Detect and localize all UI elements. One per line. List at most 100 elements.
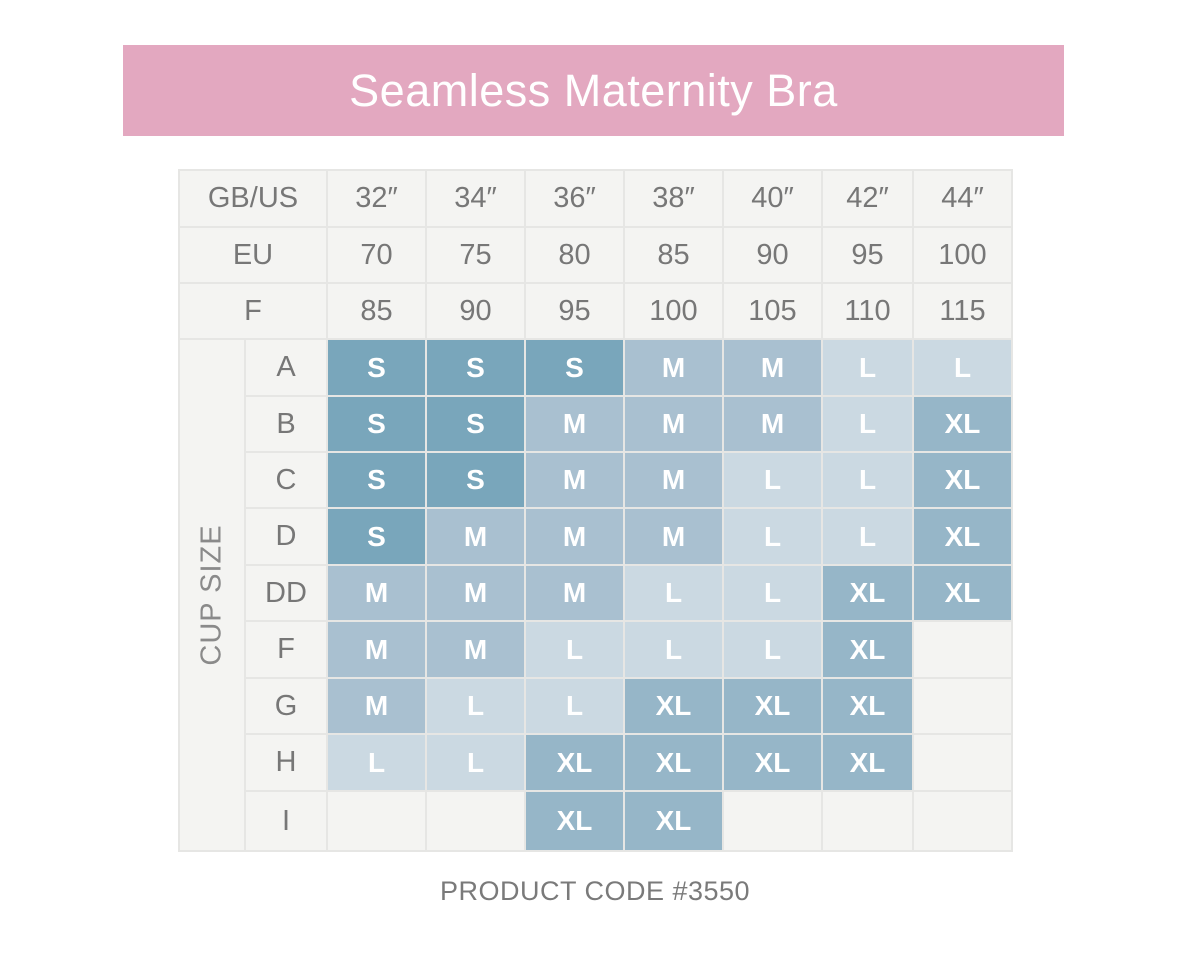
bra-size-cell: XL — [821, 620, 914, 679]
bra-size-cell: M — [326, 677, 427, 735]
empty-size-cell — [425, 790, 526, 852]
band-size-cell: 38″ — [623, 169, 724, 228]
bra-size-cell: XL — [623, 677, 724, 735]
bra-size-cell: XL — [821, 677, 914, 735]
bra-size-cell: S — [524, 338, 625, 397]
bra-size-cell: XL — [821, 564, 914, 622]
cup-letter-cell: G — [244, 677, 328, 735]
bra-size-cell: XL — [722, 733, 823, 792]
band-size-cell: 36″ — [524, 169, 625, 228]
empty-size-cell — [821, 790, 914, 852]
band-size-cell: 90 — [722, 226, 823, 284]
band-size-cell: 105 — [722, 282, 823, 340]
cup-size-label-text: CUP SIZE — [195, 524, 228, 666]
bra-size-cell: S — [425, 451, 526, 509]
bra-size-cell: L — [912, 338, 1013, 397]
cup-letter-cell: A — [244, 338, 328, 397]
bra-size-cell: XL — [912, 395, 1013, 453]
bra-size-cell: S — [326, 507, 427, 566]
bra-size-cell: L — [722, 620, 823, 679]
bra-size-cell: L — [425, 733, 526, 792]
cup-row: CUP SIZE A S S S M M L L — [178, 338, 1013, 852]
band-size-cell: 100 — [912, 226, 1013, 284]
cup-row: C S S M M L L XL — [179, 451, 1013, 509]
page-title: Seamless Maternity Bra — [349, 64, 838, 116]
cup-row: F M M L L L XL — [179, 620, 1013, 679]
bra-size-cell: L — [623, 564, 724, 622]
bra-size-cell: XL — [524, 733, 625, 792]
empty-size-cell — [912, 677, 1013, 735]
bra-size-cell: M — [623, 338, 724, 397]
band-size-cell: 44″ — [912, 169, 1013, 228]
band-size-cell: 85 — [623, 226, 724, 284]
bra-size-cell: L — [623, 620, 724, 679]
bra-size-cell: L — [722, 564, 823, 622]
bra-size-cell: L — [425, 677, 526, 735]
bra-size-cell: S — [326, 451, 427, 509]
cup-row: DD M M M L L XL XL — [179, 564, 1013, 622]
bra-size-cell: L — [722, 507, 823, 566]
bra-size-cell: M — [326, 620, 427, 679]
cup-row: D S M M M L L XL — [179, 507, 1013, 566]
bra-size-cell: XL — [821, 733, 914, 792]
cup-letter-cell: C — [244, 451, 328, 509]
band-size-cell: 90 — [425, 282, 526, 340]
band-size-cell: 42″ — [821, 169, 914, 228]
band-row: F 85 90 95 100 105 110 115 — [178, 282, 1013, 340]
band-size-cell: 95 — [821, 226, 914, 284]
bra-size-cell: XL — [722, 677, 823, 735]
bra-size-cell: L — [524, 620, 625, 679]
cup-row: G M L L XL XL XL — [179, 677, 1013, 735]
bra-size-cell: M — [425, 507, 526, 566]
empty-size-cell — [912, 620, 1013, 679]
bra-size-cell: L — [821, 338, 914, 397]
bra-size-cell: M — [623, 507, 724, 566]
cup-row: B S S M M M L XL — [179, 395, 1013, 453]
bra-size-cell: L — [326, 733, 427, 792]
cup-row: H L L XL XL XL XL — [179, 733, 1013, 792]
bra-size-cell: S — [425, 338, 526, 397]
band-size-cell: 80 — [524, 226, 625, 284]
cup-letter-cell: I — [244, 790, 328, 852]
bra-size-cell: XL — [912, 451, 1013, 509]
bra-size-cell: M — [524, 507, 625, 566]
band-row: EU 70 75 80 85 90 95 100 — [178, 226, 1013, 284]
bra-size-cell: XL — [623, 733, 724, 792]
cup-letter-cell: F — [244, 620, 328, 679]
cup-letter-cell: H — [244, 733, 328, 792]
bra-size-cell: M — [623, 395, 724, 453]
size-chart-table: GB/US 32″ 34″ 36″ 38″ 40″ 42″ 44″ EU 70 75 80 85 90 95… — [178, 169, 1013, 852]
product-code: PRODUCT CODE #3550 — [439, 876, 751, 906]
empty-size-cell — [326, 790, 427, 852]
empty-size-cell — [722, 790, 823, 852]
bra-size-cell: M — [722, 395, 823, 453]
bra-size-cell: L — [722, 451, 823, 509]
bra-size-cell: L — [524, 677, 625, 735]
title-banner: Seamless Maternity Bra — [123, 45, 1064, 136]
band-size-cell: 40″ — [722, 169, 823, 228]
bra-size-cell: M — [623, 451, 724, 509]
band-size-cell: 34″ — [425, 169, 526, 228]
empty-size-cell — [912, 790, 1013, 852]
band-size-cell: 100 — [623, 282, 724, 340]
cup-letter-cell: DD — [244, 564, 328, 622]
band-size-cell: 95 — [524, 282, 625, 340]
band-system-label: EU — [178, 226, 328, 284]
bra-size-cell: XL — [912, 564, 1013, 622]
bra-size-cell: L — [821, 507, 914, 566]
bra-size-cell: S — [326, 395, 427, 453]
empty-size-cell — [912, 733, 1013, 792]
band-system-label: GB/US — [178, 169, 328, 228]
band-size-cell: 110 — [821, 282, 914, 340]
bra-size-cell: M — [524, 564, 625, 622]
bra-size-cell: XL — [524, 790, 625, 852]
cup-row: I XL XL — [179, 790, 1013, 852]
bra-size-cell: M — [326, 564, 427, 622]
bra-size-cell: M — [524, 395, 625, 453]
band-system-label: F — [178, 282, 328, 340]
bra-size-cell: L — [821, 451, 914, 509]
bra-size-cell: M — [425, 564, 526, 622]
bra-size-cell: XL — [912, 507, 1013, 566]
bra-size-cell: M — [524, 451, 625, 509]
bra-size-cell: XL — [623, 790, 724, 852]
